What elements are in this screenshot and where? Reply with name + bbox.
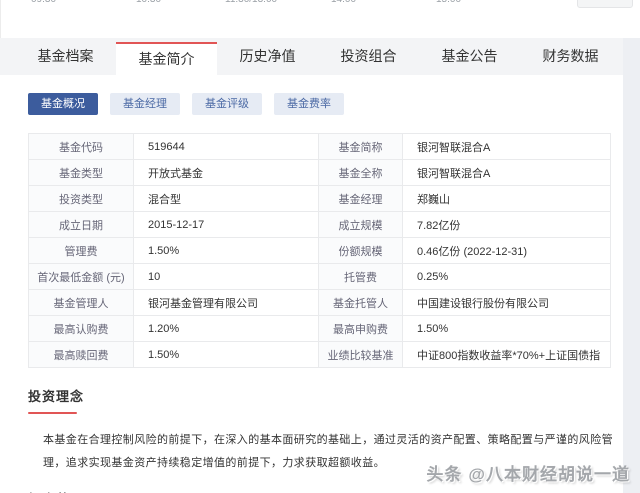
field-value: 10 xyxy=(133,263,319,290)
field-value: 开放式基金 xyxy=(133,159,319,186)
time-tick: 09:30 xyxy=(31,0,56,5)
fund-overview-table: 基金代码 519644 基金简称 银河智联混合A 基金类型 开放式基金 基金全称… xyxy=(28,133,611,368)
field-label: 最高申购费 xyxy=(318,315,403,342)
field-label: 投资类型 xyxy=(28,185,134,212)
field-label: 份额规模 xyxy=(318,237,403,264)
toutiao-watermark: 头条 @八本财经胡说一道 xyxy=(426,460,630,485)
section-investment-philosophy: 投资理念 xyxy=(28,386,640,414)
field-label: 基金托管人 xyxy=(318,289,403,316)
table-row: 最高认购费 1.20% 最高申购费 1.50% xyxy=(28,315,611,342)
tab-portfolio[interactable]: 投资组合 xyxy=(340,48,397,64)
subtab-fund-fees[interactable]: 基金费率 xyxy=(274,93,344,115)
field-label: 基金经理 xyxy=(318,185,403,212)
tab-history-nav[interactable]: 历史净值 xyxy=(239,48,296,64)
table-row: 管理费 1.50% 份额规模 0.46亿份 (2022-12-31) xyxy=(28,237,611,264)
field-value: 混合型 xyxy=(133,185,319,212)
subtab-fund-rating[interactable]: 基金评级 xyxy=(192,93,262,115)
field-label: 基金类型 xyxy=(28,159,134,186)
watermark-handle: @八本财经胡说一道 xyxy=(468,465,630,484)
main-tab-bar: 基金档案 基金简介 历史净值 投资组合 基金公告 财务数据 xyxy=(0,38,640,75)
field-value: 0.25% xyxy=(402,263,611,290)
field-value: 0.46亿份 (2022-12-31) xyxy=(402,237,611,264)
field-value: 1.50% xyxy=(133,341,319,368)
intraday-chart-axis-strip: 09:30 10:30 11:30/13:00 14:00 15:00 xyxy=(0,0,640,38)
field-label: 成立日期 xyxy=(28,211,134,238)
time-tick: 10:30 xyxy=(136,0,161,5)
tab-fund-intro[interactable]: 基金简介 xyxy=(116,42,217,75)
table-row: 投资类型 混合型 基金经理 郑巍山 xyxy=(28,185,611,212)
page-margin-strip xyxy=(623,38,640,493)
tab-announcements[interactable]: 基金公告 xyxy=(441,48,498,64)
field-value: 郑巍山 xyxy=(402,185,611,212)
field-value: 银河智联混合A xyxy=(402,159,611,186)
field-value: 1.50% xyxy=(133,237,319,264)
investment-philosophy-text: 本基金在合理控制风险的前提下，在深入的基本面研究的基础上，通过灵活的资产配置、策… xyxy=(43,434,613,469)
field-value: 1.50% xyxy=(402,315,611,342)
table-row: 首次最低金额 (元) 10 托管费 0.25% xyxy=(28,263,611,290)
time-tick: 14:00 xyxy=(331,0,356,5)
time-tick: 15:00 xyxy=(436,0,461,5)
field-value: 中证800指数收益率*70%+上证国债指 xyxy=(402,341,611,368)
tab-content: 基金概况 基金经理 基金评级 基金费率 基金代码 519644 基金简称 银河智… xyxy=(0,75,640,493)
field-label: 业绩比较基准 xyxy=(318,341,403,368)
section-title: 投资范围 xyxy=(28,489,640,493)
field-label: 基金全称 xyxy=(318,159,403,186)
table-row: 最高赎回费 1.50% 业绩比较基准 中证800指数收益率*70%+上证国债指 xyxy=(28,341,611,368)
watermark-logo-text: 头条 xyxy=(426,465,463,484)
subtab-fund-overview[interactable]: 基金概况 xyxy=(28,93,98,115)
field-label: 管理费 xyxy=(28,237,134,264)
table-row: 成立日期 2015-12-17 成立规模 7.82亿份 xyxy=(28,211,611,238)
field-value: 1.20% xyxy=(133,315,319,342)
field-value: 银河智联混合A xyxy=(402,133,611,160)
field-label: 最高赎回费 xyxy=(28,341,134,368)
section-investment-scope: 投资范围 xyxy=(28,489,640,493)
tab-fund-archive[interactable]: 基金档案 xyxy=(37,48,94,64)
field-label: 首次最低金额 (元) xyxy=(28,263,134,290)
time-tick: 11:30/13:00 xyxy=(225,0,277,5)
field-value: 中国建设银行股份有限公司 xyxy=(402,289,611,316)
field-label: 托管费 xyxy=(318,263,403,290)
field-label: 最高认购费 xyxy=(28,315,134,342)
field-label: 基金简称 xyxy=(318,133,403,160)
subtab-bar: 基金概况 基金经理 基金评级 基金费率 xyxy=(28,93,640,115)
field-label: 成立规模 xyxy=(318,211,403,238)
table-row: 基金管理人 银河基金管理有限公司 基金托管人 中国建设银行股份有限公司 xyxy=(28,289,611,316)
section-title-underline xyxy=(28,412,77,414)
subtab-fund-manager[interactable]: 基金经理 xyxy=(110,93,180,115)
field-value: 519644 xyxy=(133,133,319,160)
tab-financial-data[interactable]: 财务数据 xyxy=(542,48,599,64)
table-row: 基金代码 519644 基金简称 银河智联混合A xyxy=(28,133,611,160)
field-value: 银河基金管理有限公司 xyxy=(133,289,319,316)
field-value: 7.82亿份 xyxy=(402,211,611,238)
field-value: 2015-12-17 xyxy=(133,211,319,238)
chart-control-remnant[interactable] xyxy=(577,0,633,8)
field-label: 基金管理人 xyxy=(28,289,134,316)
table-row: 基金类型 开放式基金 基金全称 银河智联混合A xyxy=(28,159,611,186)
section-title: 投资理念 xyxy=(28,389,85,404)
field-label: 基金代码 xyxy=(28,133,134,160)
